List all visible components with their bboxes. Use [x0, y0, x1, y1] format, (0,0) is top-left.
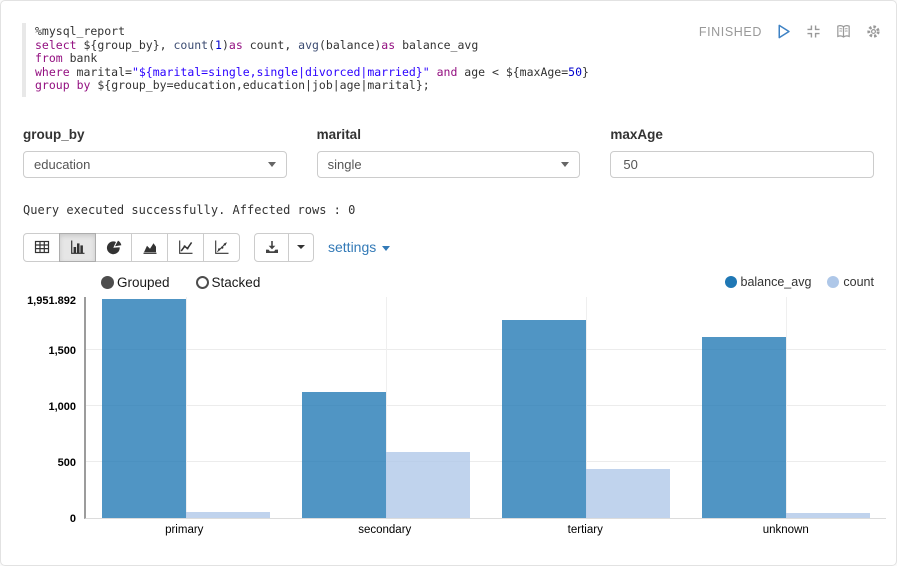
chevron-down-icon: [267, 161, 276, 167]
bar-count: [586, 468, 670, 518]
chevron-down-icon: [561, 161, 570, 167]
table-view-button[interactable]: [23, 232, 60, 262]
y-axis-labels: 0 500 1,000 1,500 1,951.892: [23, 294, 80, 525]
pie-chart-button[interactable]: [95, 232, 132, 262]
play-icon[interactable]: [775, 23, 792, 40]
query-result-message: Query executed successfully. Affected ro…: [23, 202, 356, 217]
x-tick-label: tertiary: [567, 523, 603, 536]
series-legend: balance_avg count: [724, 275, 874, 290]
x-gridline: [586, 296, 587, 518]
bar-mode-label: Grouped: [117, 274, 170, 290]
bar-chart-icon: [70, 240, 84, 255]
x-tick-label: unknown: [762, 523, 809, 536]
x-gridline: [386, 296, 387, 518]
legend-label: count: [843, 275, 874, 290]
form-label: marital: [316, 126, 361, 142]
download-button[interactable]: [254, 232, 289, 262]
bar-balance_avg: [102, 298, 186, 518]
download-icon: [265, 241, 278, 254]
code-line: %mysql_report: [35, 24, 126, 38]
bar-mode-option-grouped[interactable]: Grouped: [101, 275, 170, 290]
marital-select[interactable]: single: [316, 150, 581, 178]
settings-label: settings: [328, 239, 377, 256]
bar-mode-label: Stacked: [211, 274, 261, 290]
y-gridline: [86, 404, 886, 406]
y-gridline: [86, 348, 886, 350]
y-tick-label: 500: [57, 456, 76, 469]
form-field-max-age: maxAge: [610, 126, 875, 178]
group-by-select[interactable]: education: [23, 150, 287, 178]
legend-item-count[interactable]: count: [827, 275, 874, 289]
caret-down-icon: [382, 245, 391, 251]
y-tick-label: 1,000: [48, 400, 76, 413]
legend-item-balance_avg[interactable]: balance_avg: [724, 275, 812, 290]
code-line: group by ${group_by=education,education|…: [35, 78, 430, 93]
code-editor[interactable]: %mysql_report select ${group_by}, count(1…: [22, 23, 876, 97]
area-chart-icon: [143, 243, 156, 255]
status-badge: FINISHED: [698, 24, 762, 39]
x-axis-labels: primary secondary tertiary unknown: [84, 524, 886, 536]
line-chart-icon: [178, 240, 192, 255]
area-chart-button[interactable]: [131, 232, 168, 262]
scatter-chart-icon: [214, 240, 228, 255]
radio-icon: [195, 275, 209, 289]
compress-icon[interactable]: [805, 23, 822, 40]
x-gridline: [186, 296, 187, 518]
plot-area: [84, 296, 886, 519]
bar-balance_avg: [702, 336, 786, 518]
download-options-button[interactable]: [288, 232, 314, 262]
select-value: education: [34, 156, 91, 172]
legend-dot-icon: [724, 276, 737, 289]
y-gridline: [86, 460, 886, 462]
bar-count: [786, 512, 870, 518]
caret-down-icon: [297, 245, 305, 250]
form-label: maxAge: [610, 126, 663, 142]
y-tick-label: 0: [69, 512, 76, 525]
chart-controls: Grouped Stacked balance_avg count: [23, 275, 874, 290]
code-line: where marital="${marital=single,single|d…: [35, 64, 589, 79]
legend-label: balance_avg: [740, 275, 812, 290]
max-age-input[interactable]: [621, 155, 864, 173]
dynamic-forms: group_by education marital single maxAge: [23, 126, 875, 178]
code-line: select ${group_by}, count(1)as count, av…: [35, 37, 479, 52]
bar-count: [386, 451, 470, 518]
bar-balance_avg: [502, 319, 586, 518]
radio-icon: [101, 275, 114, 289]
chart-plot: 0 500 1,000 1,500 1,951.892: [23, 294, 886, 525]
form-label: group_by: [23, 126, 85, 142]
x-tick-label: primary: [165, 523, 204, 536]
code-line: from bank: [35, 51, 98, 66]
settings-toggle[interactable]: settings: [328, 239, 391, 256]
download-group: [254, 232, 314, 262]
bar-count: [186, 511, 270, 518]
gear-icon[interactable]: [865, 23, 882, 40]
bar-mode-group: Grouped Stacked: [101, 275, 260, 290]
table-icon: [34, 241, 49, 254]
scatter-chart-button[interactable]: [203, 232, 240, 262]
y-max-label: 1,951.892: [27, 294, 76, 307]
book-icon[interactable]: [835, 23, 852, 40]
bar-balance_avg: [302, 391, 386, 518]
form-field-group-by: group_by education: [23, 127, 287, 178]
select-value: single: [327, 156, 362, 172]
y-tick-label: 1,500: [48, 344, 76, 357]
x-tick-label: secondary: [358, 523, 412, 536]
pie-chart-icon: [106, 241, 121, 255]
chart-type-group: [23, 232, 240, 262]
legend-dot-icon: [827, 276, 840, 289]
result-toolbar: settings: [23, 232, 874, 262]
form-field-marital: marital single: [316, 126, 581, 178]
paragraph-controls: FINISHED: [699, 23, 882, 40]
max-age-field-wrap: [610, 150, 875, 178]
bar-mode-option-stacked[interactable]: Stacked: [195, 274, 261, 290]
line-chart-button[interactable]: [167, 232, 204, 262]
bar-chart-button[interactable]: [59, 232, 96, 262]
x-gridline: [786, 296, 787, 518]
